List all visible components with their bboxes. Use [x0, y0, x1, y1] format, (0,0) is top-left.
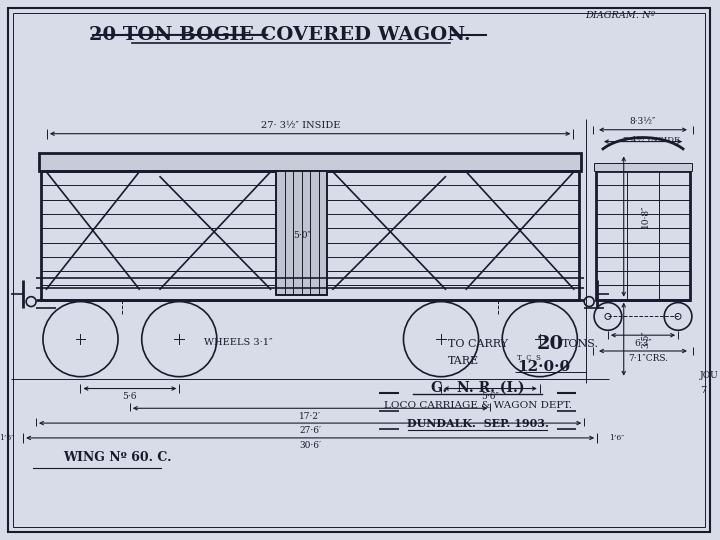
- Bar: [594, 163, 692, 171]
- Text: 27· 3½″ INSIDE: 27· 3½″ INSIDE: [261, 122, 340, 130]
- Text: 5·6: 5·6: [122, 392, 137, 401]
- Text: 12·0·0: 12·0·0: [517, 360, 570, 374]
- Text: 7·1″CRS.: 7·1″CRS.: [628, 354, 668, 363]
- Text: LOCO CARRIAGE & WAGON DEPT.: LOCO CARRIAGE & WAGON DEPT.: [384, 401, 572, 410]
- Text: 5·6″: 5·6″: [482, 392, 500, 401]
- Text: TARE: TARE: [448, 356, 479, 366]
- Text: TO CARRY: TO CARRY: [448, 339, 508, 349]
- Text: 7·4½ INSIDE.: 7·4½ INSIDE.: [623, 136, 683, 144]
- Text: 7: 7: [700, 386, 706, 395]
- Text: DUNDALK.  SEP. 1903.: DUNDALK. SEP. 1903.: [407, 417, 549, 429]
- Bar: [41, 171, 580, 300]
- Text: 6·3″: 6·3″: [634, 339, 652, 348]
- Bar: [276, 171, 328, 295]
- Text: 5·0″: 5·0″: [293, 231, 310, 240]
- Text: 8·3½″: 8·3½″: [630, 117, 656, 126]
- Text: JOU: JOU: [700, 371, 719, 380]
- Text: WING Nº 60. C.: WING Nº 60. C.: [63, 451, 171, 464]
- Bar: [596, 171, 690, 300]
- Text: 17·2′: 17·2′: [299, 411, 321, 421]
- Text: 27·6′: 27·6′: [299, 427, 321, 435]
- Text: DIAGRAM. Nº: DIAGRAM. Nº: [585, 11, 655, 19]
- Text: 1’6″: 1’6″: [609, 434, 624, 442]
- Bar: [39, 153, 581, 171]
- Text: 30·6′: 30·6′: [299, 441, 321, 450]
- Text: 10·8″: 10·8″: [641, 205, 650, 228]
- Text: T  C  S: T C S: [517, 354, 541, 362]
- Text: TONS.: TONS.: [562, 339, 598, 349]
- Text: 3·5″: 3·5″: [641, 330, 650, 348]
- Text: 1’6″: 1’6″: [0, 434, 14, 442]
- Bar: [276, 171, 328, 295]
- Text: WHEELS 3·1″: WHEELS 3·1″: [204, 338, 273, 347]
- Text: 20: 20: [537, 335, 564, 353]
- Text: 20 TON BOGIE COVERED WAGON.: 20 TON BOGIE COVERED WAGON.: [89, 26, 471, 44]
- Text: G.  N. R. (I.): G. N. R. (I.): [431, 381, 524, 395]
